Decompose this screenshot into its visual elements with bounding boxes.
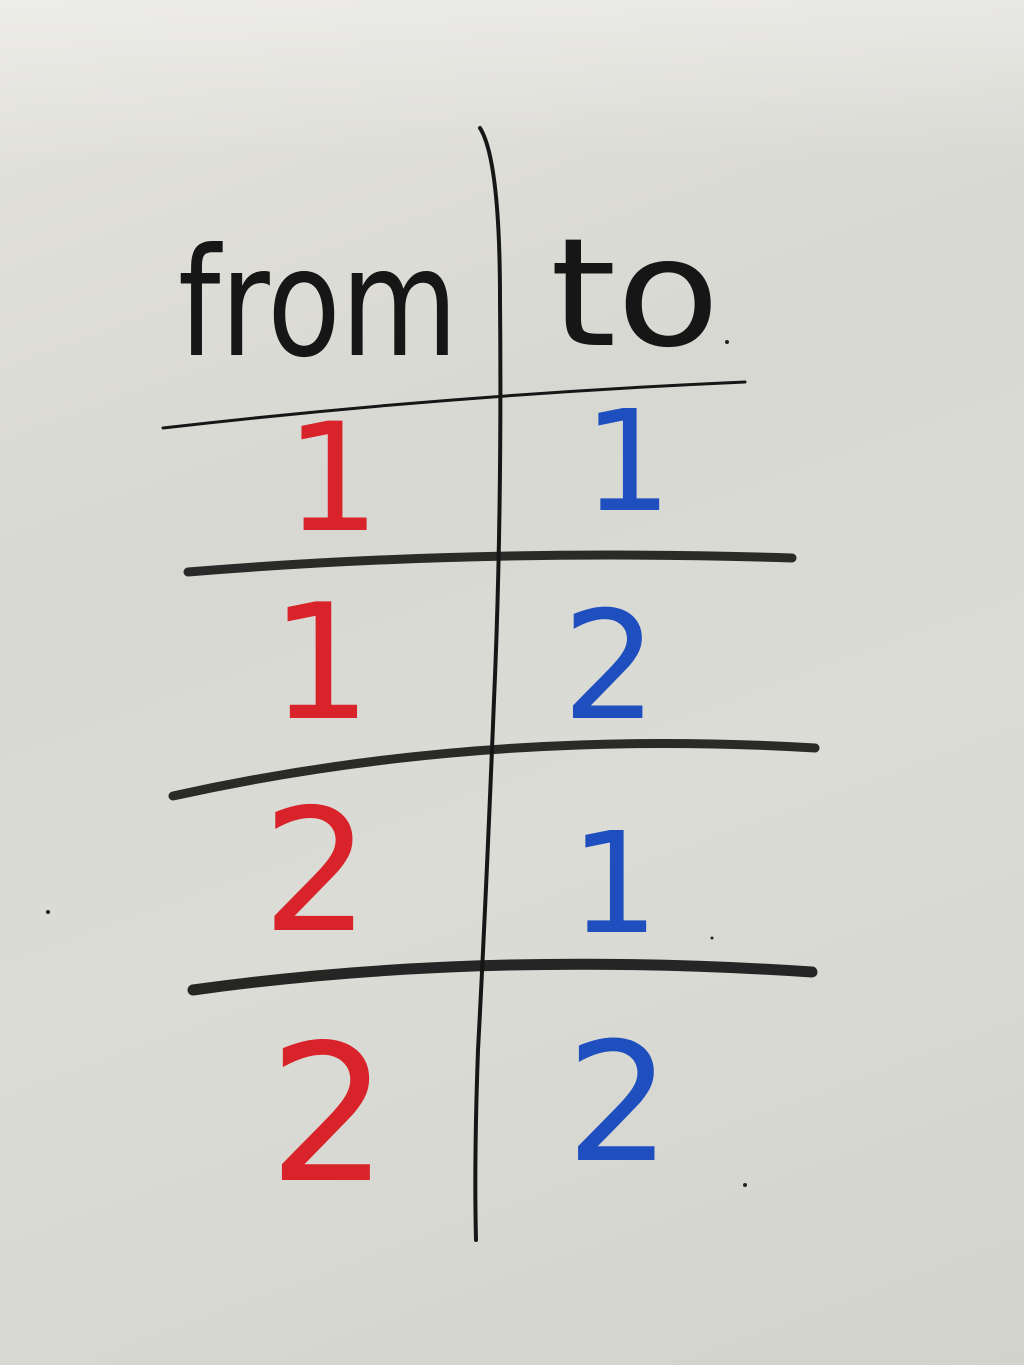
cell-from: 2: [268, 1004, 389, 1225]
column-divider: [473, 126, 503, 1242]
cell-to: 2: [562, 580, 657, 754]
cell-to: 1: [570, 803, 659, 966]
cell-from: 2: [262, 773, 370, 971]
cell-to: 2: [566, 1007, 671, 1199]
row-separator: [187, 958, 818, 996]
header-underline: [161, 380, 747, 430]
cell-from: 1: [270, 569, 372, 756]
row-separator: [168, 738, 820, 801]
header-from: from: [178, 217, 458, 391]
board-speck: [725, 340, 729, 344]
cell-from: 1: [285, 392, 380, 566]
light-glare: [0, 0, 1024, 160]
board-speck: [743, 1183, 747, 1187]
board-speck: [46, 910, 50, 914]
header-to: to: [550, 207, 720, 381]
board-speck: [710, 936, 714, 940]
cell-to: 1: [583, 381, 672, 544]
row-separator: [183, 550, 797, 577]
